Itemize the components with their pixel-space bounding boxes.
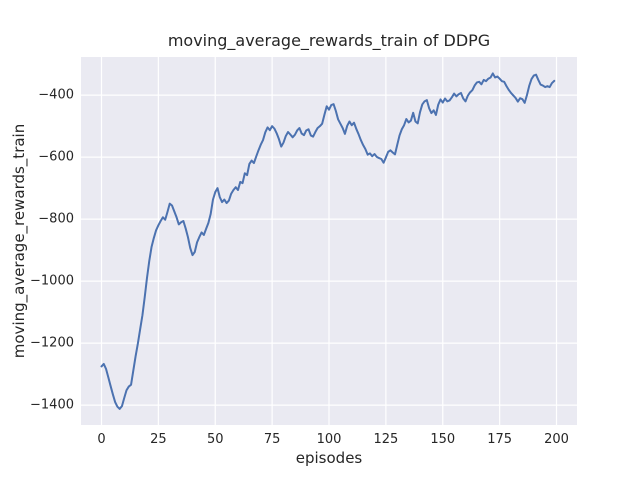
x-tick-label: 75 (263, 432, 281, 447)
x-tick-label: 150 (430, 432, 456, 447)
x-tick-label: 25 (150, 432, 167, 447)
y-tick-label: −600 (38, 149, 74, 165)
y-axis-label: moving_average_rewards_train (10, 123, 28, 359)
gridlines (81, 57, 577, 425)
x-tick-label: 125 (373, 432, 399, 447)
y-tick-label: −1400 (30, 397, 74, 413)
x-tick-label: 100 (316, 432, 342, 447)
x-tick-label: 175 (487, 432, 513, 447)
x-tick-label: 50 (206, 432, 224, 447)
x-axis-label: episodes (295, 449, 363, 467)
x-tick-label: 0 (97, 432, 106, 447)
y-tick-label: −1200 (30, 335, 74, 351)
ddpg-reward-line (100, 72, 556, 410)
y-tick-label: −1000 (30, 273, 74, 289)
y-tick-label: −400 (38, 87, 74, 103)
chart-title: moving_average_rewards_train of DDPG (167, 31, 491, 50)
x-tick-label: 200 (544, 432, 569, 447)
y-tick-label: −800 (38, 211, 74, 227)
